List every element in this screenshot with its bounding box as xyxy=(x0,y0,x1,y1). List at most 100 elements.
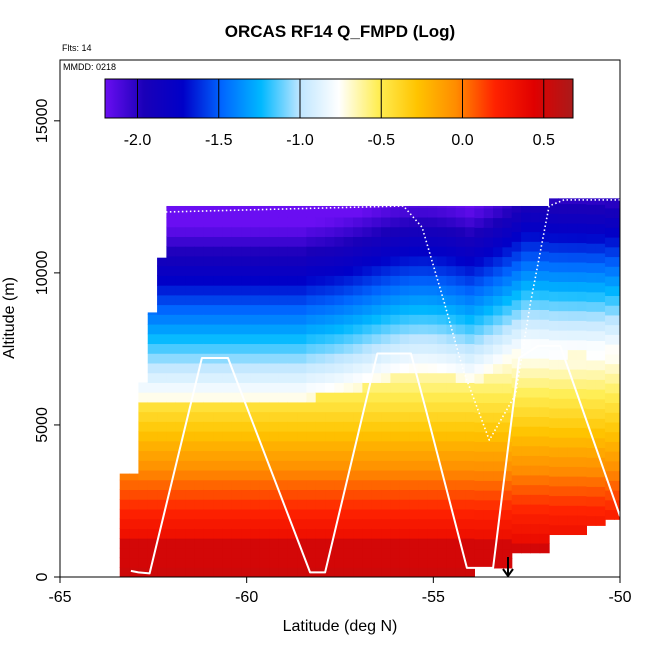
heatmap-cell xyxy=(465,226,475,237)
heatmap-cell xyxy=(474,207,485,219)
heatmap-cell xyxy=(539,494,550,505)
heatmap-cell xyxy=(259,528,270,539)
heatmap-cell xyxy=(539,231,550,242)
heatmap-cell xyxy=(315,207,326,218)
heatmap-cell xyxy=(119,567,130,577)
heatmap-cell xyxy=(241,392,251,403)
heatmap-cell xyxy=(185,275,195,286)
heatmap-cell xyxy=(362,285,373,296)
heatmap-cell xyxy=(390,216,401,228)
heatmap-cell xyxy=(203,392,214,403)
heatmap-cell xyxy=(493,334,503,345)
heatmap-cell xyxy=(465,304,475,315)
heatmap-cell xyxy=(269,205,279,208)
heatmap-cell xyxy=(502,353,513,365)
heatmap-cell xyxy=(493,256,503,267)
heatmap-cell xyxy=(446,469,457,481)
heatmap-cell xyxy=(353,392,363,403)
heatmap-cell xyxy=(437,538,447,549)
heatmap-cell xyxy=(539,260,550,272)
heatmap-cell xyxy=(502,392,513,404)
heatmap-cell xyxy=(446,205,457,208)
heatmap-cell xyxy=(539,338,550,349)
heatmap-cell xyxy=(595,496,606,507)
heatmap-cell xyxy=(483,460,494,472)
heatmap-cell xyxy=(493,460,503,472)
heatmap-cell xyxy=(446,333,457,345)
heatmap-cell xyxy=(530,338,541,349)
heatmap-cell xyxy=(297,323,307,335)
heatmap-cell xyxy=(231,304,242,315)
heatmap-cell xyxy=(315,440,326,452)
heatmap-cell xyxy=(353,294,363,306)
heatmap-cell xyxy=(521,494,531,505)
heatmap-cell xyxy=(381,547,391,559)
heatmap-cell xyxy=(390,392,401,403)
heatmap-cell xyxy=(297,236,307,247)
heatmap-cell xyxy=(157,275,167,286)
heatmap-cell xyxy=(119,508,130,520)
heatmap-cell xyxy=(577,300,587,312)
heatmap-cell xyxy=(381,333,391,345)
heatmap-cell xyxy=(166,450,177,461)
heatmap-cell xyxy=(521,250,531,262)
heatmap-cell xyxy=(493,324,503,335)
heatmap-cell xyxy=(297,411,307,422)
colorbar-ticks: -2.0 -1.5 -1.0 -0.5 0.0 0.5 xyxy=(124,79,555,149)
heatmap-cell xyxy=(157,294,167,306)
heatmap-cell xyxy=(427,294,438,306)
heatmap-cell xyxy=(269,538,279,549)
heatmap-cell xyxy=(446,547,457,559)
heatmap-cell xyxy=(409,479,419,491)
heatmap-cell xyxy=(213,538,223,549)
heatmap-cell xyxy=(157,538,167,549)
heatmap-cell xyxy=(381,538,391,549)
heatmap-cell xyxy=(119,489,130,500)
heatmap-cell xyxy=(157,547,167,559)
heatmap-cell xyxy=(306,285,317,296)
heatmap-cell xyxy=(222,207,233,218)
heatmap-cell xyxy=(390,255,401,267)
heatmap-cell xyxy=(427,226,438,237)
heatmap-cell xyxy=(166,285,177,296)
heatmap-cell xyxy=(390,489,401,500)
heatmap-cell xyxy=(502,207,513,219)
heatmap-cell xyxy=(502,275,513,287)
heatmap-cell xyxy=(297,431,307,442)
heatmap-cell xyxy=(353,382,363,393)
heatmap-cell xyxy=(269,294,279,306)
heatmap-cell xyxy=(418,216,429,228)
heatmap-cell xyxy=(409,294,419,306)
colorbar-tick-label: -0.5 xyxy=(367,132,395,149)
heatmap-cell xyxy=(399,323,410,335)
heatmap-cell xyxy=(287,207,298,218)
heatmap-cell xyxy=(175,246,186,257)
heatmap-cell xyxy=(399,538,410,549)
heatmap-cell xyxy=(465,508,475,520)
heatmap-cell xyxy=(427,372,438,383)
heatmap-cell xyxy=(334,431,345,442)
heatmap-cell xyxy=(185,392,195,403)
heatmap-cell xyxy=(343,440,354,452)
heatmap-cell xyxy=(586,398,597,410)
heatmap-cell xyxy=(539,435,550,447)
heatmap-cell xyxy=(259,314,270,325)
heatmap-cell xyxy=(427,216,438,228)
heatmap-cell xyxy=(465,489,475,500)
heatmap-cell xyxy=(315,460,326,471)
heatmap-cell xyxy=(343,304,354,315)
heatmap-cell xyxy=(353,226,363,237)
heatmap-cell xyxy=(427,236,438,247)
heatmap-cell xyxy=(157,489,167,500)
heatmap-cell xyxy=(231,499,242,510)
heatmap-cell xyxy=(381,207,391,218)
heatmap-cell xyxy=(213,265,223,276)
heatmap-cell xyxy=(409,353,419,364)
heatmap-cell xyxy=(175,343,186,354)
heatmap-cell xyxy=(147,421,158,432)
heatmap-cell xyxy=(595,476,606,487)
heatmap-cell xyxy=(381,343,391,354)
heatmap-cell xyxy=(278,216,289,228)
heatmap-cell xyxy=(549,495,559,506)
heatmap-cell xyxy=(549,223,559,234)
